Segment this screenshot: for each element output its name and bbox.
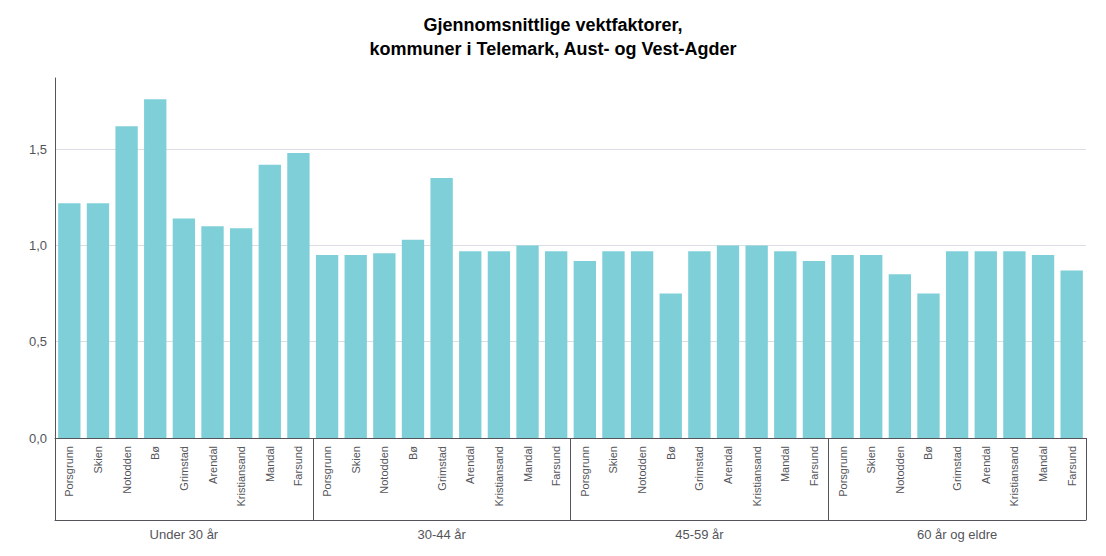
svg-text:Arendal: Arendal <box>980 446 992 484</box>
svg-text:Mandal: Mandal <box>522 446 534 482</box>
svg-text:Kristiansand: Kristiansand <box>235 446 247 507</box>
svg-text:Arendal: Arendal <box>207 446 219 484</box>
svg-text:Porsgrunn: Porsgrunn <box>837 446 849 497</box>
svg-text:Notodden: Notodden <box>636 446 648 494</box>
svg-text:Mandal: Mandal <box>779 446 791 482</box>
svg-text:kommuner i Telemark, Aust- og: kommuner i Telemark, Aust- og Vest-Agder <box>369 39 736 59</box>
svg-text:Grimstad: Grimstad <box>436 446 448 491</box>
svg-text:Farsund: Farsund <box>292 446 304 486</box>
svg-text:Farsund: Farsund <box>1066 446 1078 486</box>
svg-text:Arendal: Arendal <box>722 446 734 484</box>
svg-text:Notodden: Notodden <box>378 446 390 494</box>
svg-text:Bø: Bø <box>407 446 419 460</box>
svg-text:1,0: 1,0 <box>29 238 47 253</box>
svg-text:30-44 år: 30-44 år <box>417 527 466 542</box>
svg-text:Porsgrunn: Porsgrunn <box>63 446 75 497</box>
svg-text:1,5: 1,5 <box>29 142 47 157</box>
svg-text:45-59 år: 45-59 år <box>675 527 724 542</box>
svg-text:Gjennomsnittlige vektfaktorer,: Gjennomsnittlige vektfaktorer, <box>423 15 682 35</box>
svg-text:Bø: Bø <box>149 446 161 460</box>
svg-text:Notodden: Notodden <box>894 446 906 494</box>
svg-text:Arendal: Arendal <box>464 446 476 484</box>
svg-text:Mandal: Mandal <box>1037 446 1049 482</box>
svg-text:Farsund: Farsund <box>550 446 562 486</box>
svg-text:Kristiansand: Kristiansand <box>493 446 505 507</box>
svg-text:Bø: Bø <box>665 446 677 460</box>
svg-text:Kristiansand: Kristiansand <box>751 446 763 507</box>
svg-text:Under 30 år: Under 30 år <box>150 527 219 542</box>
svg-text:Grimstad: Grimstad <box>693 446 705 491</box>
svg-text:Bø: Bø <box>922 446 934 460</box>
svg-text:Skien: Skien <box>607 446 619 474</box>
svg-text:Kristiansand: Kristiansand <box>1008 446 1020 507</box>
svg-text:Skien: Skien <box>92 446 104 474</box>
svg-text:0,5: 0,5 <box>29 334 47 349</box>
svg-text:Porsgrunn: Porsgrunn <box>579 446 591 497</box>
svg-text:Skien: Skien <box>865 446 877 474</box>
svg-text:Porsgrunn: Porsgrunn <box>321 446 333 497</box>
svg-text:0,0: 0,0 <box>29 431 47 446</box>
svg-text:Farsund: Farsund <box>808 446 820 486</box>
svg-text:Mandal: Mandal <box>264 446 276 482</box>
svg-text:Skien: Skien <box>350 446 362 474</box>
svg-text:Grimstad: Grimstad <box>951 446 963 491</box>
svg-text:Notodden: Notodden <box>121 446 133 494</box>
svg-text:60 år og eldre: 60 år og eldre <box>917 527 997 542</box>
svg-text:Grimstad: Grimstad <box>178 446 190 491</box>
